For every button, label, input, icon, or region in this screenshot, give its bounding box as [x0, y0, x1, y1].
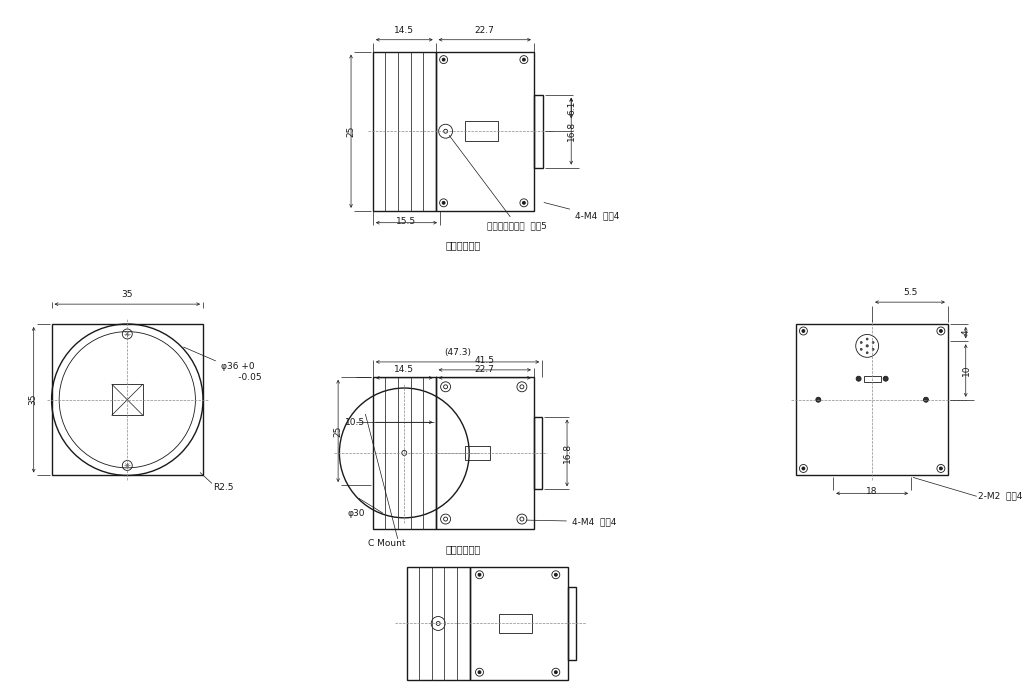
Bar [534, 416, 542, 489]
Circle shape [872, 342, 874, 344]
Bar [373, 52, 436, 211]
Circle shape [924, 397, 928, 402]
Text: 対面同一形状: 対面同一形状 [446, 544, 481, 554]
Text: 6.1: 6.1 [568, 101, 576, 116]
Text: 25: 25 [333, 425, 342, 437]
Text: C Mount: C Mount [368, 539, 406, 548]
Text: 35: 35 [29, 394, 38, 405]
Text: R2.5: R2.5 [213, 484, 234, 492]
Circle shape [939, 467, 942, 470]
Text: 2-M2  深さ4: 2-M2 深さ4 [977, 492, 1022, 500]
Circle shape [522, 58, 525, 61]
Bar [534, 95, 544, 167]
Text: 41.5: 41.5 [475, 356, 494, 365]
Bar [470, 567, 568, 680]
Bar [796, 324, 948, 475]
Text: 14.5: 14.5 [394, 365, 414, 374]
Bar [499, 614, 533, 634]
Circle shape [883, 376, 888, 382]
Circle shape [478, 573, 481, 576]
Bar [466, 446, 490, 460]
Text: 14.5: 14.5 [394, 26, 414, 35]
Circle shape [860, 342, 862, 344]
Circle shape [554, 671, 557, 673]
Text: 16.8: 16.8 [568, 121, 576, 141]
Bar [568, 587, 576, 660]
Text: 対面同一形状: 対面同一形状 [446, 241, 481, 251]
Text: (47.3): (47.3) [444, 348, 471, 357]
Text: φ30: φ30 [347, 509, 365, 517]
Text: 15.5: 15.5 [397, 217, 416, 225]
Text: φ36 +0
      -0.05: φ36 +0 -0.05 [183, 347, 262, 382]
Bar [373, 377, 436, 529]
Circle shape [442, 202, 445, 204]
Circle shape [866, 352, 868, 354]
Text: 5.5: 5.5 [903, 288, 917, 298]
Circle shape [866, 338, 868, 340]
Text: 16.8: 16.8 [563, 443, 572, 463]
Circle shape [860, 349, 862, 350]
Circle shape [802, 467, 804, 470]
Text: 4-M4  深さ4: 4-M4 深さ4 [544, 202, 620, 220]
Circle shape [554, 573, 557, 576]
Bar [407, 567, 470, 680]
Text: 18: 18 [866, 487, 878, 496]
Circle shape [478, 671, 481, 673]
Text: 35: 35 [122, 290, 133, 299]
Circle shape [802, 330, 804, 332]
Text: 4: 4 [962, 330, 970, 335]
Circle shape [856, 376, 861, 382]
Text: 10.5: 10.5 [345, 418, 365, 427]
Circle shape [939, 330, 942, 332]
Text: 22.7: 22.7 [475, 26, 494, 35]
Bar [52, 324, 203, 475]
Bar [466, 122, 499, 141]
Text: カメラ三脚ネジ  深さ5: カメラ三脚ネジ 深さ5 [449, 135, 547, 231]
Circle shape [866, 344, 868, 347]
Circle shape [442, 58, 445, 61]
Text: 25: 25 [346, 125, 355, 137]
Bar [436, 377, 534, 529]
Text: 10: 10 [962, 365, 970, 377]
Text: 22.7: 22.7 [475, 365, 494, 374]
Bar [863, 376, 881, 382]
Text: 4-M4  深さ4: 4-M4 深さ4 [526, 517, 616, 526]
Circle shape [522, 202, 525, 204]
Circle shape [872, 349, 874, 350]
Circle shape [816, 397, 821, 402]
Bar [111, 384, 143, 415]
Bar [436, 52, 534, 211]
